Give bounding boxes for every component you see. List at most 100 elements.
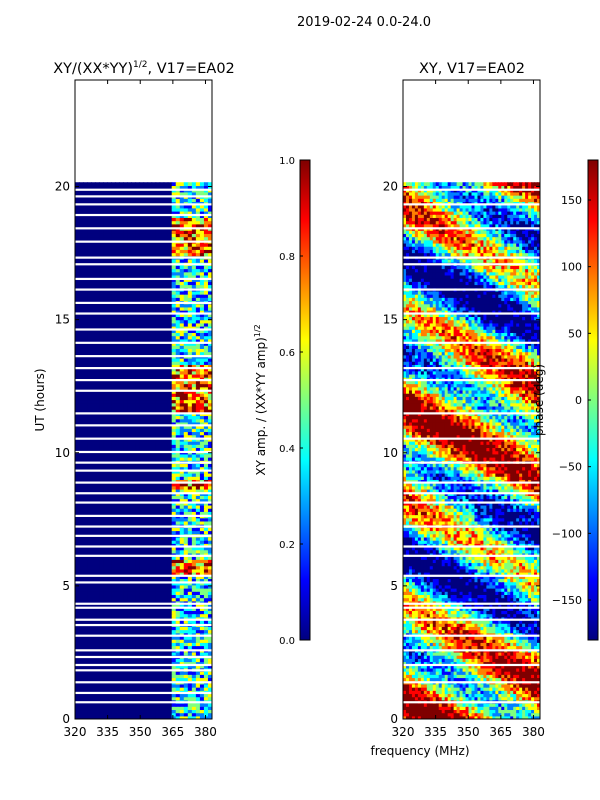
heatmap-cell	[99, 527, 104, 532]
heatmap-cell	[203, 642, 209, 647]
heatmap-cell	[155, 332, 161, 337]
heatmap-cell	[167, 380, 173, 385]
heatmap-cell	[195, 361, 201, 365]
heatmap-cell	[95, 578, 100, 583]
heatmap-cell	[91, 271, 96, 276]
heatmap-cell	[103, 591, 108, 595]
heatmap-cell	[107, 485, 112, 490]
heatmap-cell	[207, 348, 212, 353]
heatmap-cell	[179, 482, 185, 487]
heatmap-cell	[159, 687, 165, 691]
heatmap-cell	[179, 294, 185, 298]
heatmap-cell	[195, 351, 201, 356]
heatmap-cell	[103, 674, 108, 679]
heatmap-cell	[99, 565, 104, 570]
heatmap-cell	[95, 683, 100, 688]
heatmap-cell	[139, 613, 145, 618]
heatmap-cell	[171, 457, 177, 461]
heatmap-cell	[107, 559, 112, 564]
heatmap-cell	[139, 603, 145, 608]
heatmap-cell	[179, 706, 185, 711]
heatmap-cell	[199, 485, 205, 490]
heatmap-cell	[143, 619, 149, 624]
heatmap-cell	[147, 479, 153, 484]
heatmap-cell	[143, 313, 149, 318]
heatmap-cell	[111, 488, 116, 493]
heatmap-cell	[127, 380, 133, 385]
heatmap-cell	[91, 613, 96, 618]
heatmap-cell	[147, 294, 153, 298]
heatmap-cell	[91, 709, 96, 714]
heatmap-cell	[203, 428, 209, 433]
heatmap-cell	[123, 428, 128, 433]
heatmap-cell	[203, 607, 209, 611]
heatmap-cell	[207, 562, 212, 567]
heatmap-cell	[199, 693, 205, 698]
heatmap-cell	[187, 453, 193, 458]
heatmap-cell	[115, 393, 120, 397]
heatmap-cell	[95, 396, 100, 401]
heatmap-cell	[187, 348, 193, 353]
heatmap-cell	[103, 540, 108, 544]
heatmap-cell	[175, 322, 181, 327]
heatmap-cell	[199, 527, 205, 532]
heatmap-cell	[163, 658, 169, 663]
heatmap-cell	[95, 613, 100, 618]
heatmap-cell	[191, 565, 197, 570]
heatmap-cell	[147, 626, 153, 631]
heatmap-cell	[103, 290, 108, 295]
heatmap-cell	[83, 405, 88, 410]
heatmap-cell	[127, 386, 133, 391]
heatmap-cell	[199, 402, 205, 407]
heatmap-cell	[75, 386, 80, 391]
heatmap-cell	[103, 642, 108, 647]
heatmap-cell	[111, 316, 116, 321]
heatmap-cell	[183, 271, 189, 276]
heatmap-cell	[75, 635, 80, 640]
heatmap-cell	[159, 597, 165, 602]
heatmap-cell	[183, 642, 189, 647]
heatmap-cell	[119, 639, 124, 643]
heatmap-cell	[83, 488, 88, 493]
heatmap-cell	[195, 635, 201, 640]
heatmap-cell	[155, 613, 161, 618]
heatmap-cell	[75, 265, 80, 270]
heatmap-cell	[87, 316, 92, 321]
heatmap-cell	[87, 584, 92, 589]
heatmap-cell	[79, 511, 84, 516]
heatmap-cell	[203, 712, 209, 717]
heatmap-cell	[103, 447, 108, 452]
heatmap-cell	[203, 540, 209, 544]
heatmap-cell	[183, 629, 189, 634]
heatmap-cell	[143, 472, 149, 477]
heatmap-cell	[99, 536, 104, 541]
heatmap-cell	[127, 635, 133, 640]
heatmap-cell	[155, 329, 161, 333]
heatmap-cell	[83, 693, 88, 698]
heatmap-cell	[195, 674, 201, 679]
heatmap-cell	[171, 431, 177, 436]
heatmap-cell	[127, 322, 133, 327]
heatmap-cell	[191, 642, 197, 647]
heatmap-cell	[75, 540, 80, 544]
heatmap-cell	[127, 479, 133, 484]
heatmap-cell	[119, 284, 124, 289]
heatmap-cell	[187, 546, 193, 551]
heatmap-cell	[123, 444, 128, 449]
heatmap-cell	[191, 645, 197, 650]
heatmap-cell	[79, 357, 84, 362]
heatmap-cell	[83, 402, 88, 407]
heatmap-cell	[199, 651, 205, 656]
heatmap-cell	[179, 591, 185, 595]
heatmap-cell	[143, 508, 149, 512]
heatmap-cell	[183, 517, 189, 522]
heatmap-cell	[115, 284, 120, 289]
heatmap-cell	[167, 664, 173, 669]
heatmap-cell	[83, 428, 88, 433]
heatmap-cell	[107, 584, 112, 589]
heatmap-cell	[195, 517, 201, 522]
heatmap-cell	[139, 428, 145, 433]
heatmap-cell	[183, 565, 189, 570]
heatmap-cell	[111, 396, 116, 401]
heatmap-cell	[111, 441, 116, 445]
